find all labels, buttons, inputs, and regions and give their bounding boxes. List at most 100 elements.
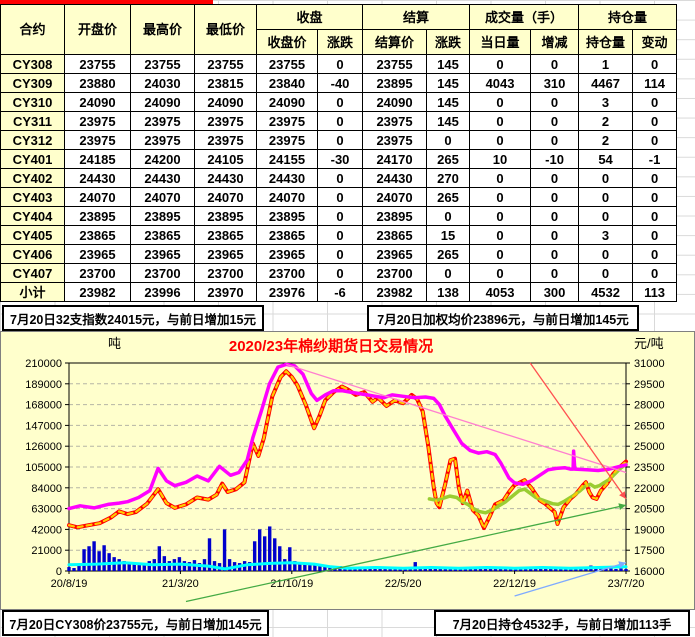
- contract-cell[interactable]: CY403: [0, 187, 65, 207]
- value-cell[interactable]: 0: [632, 168, 678, 188]
- value-cell[interactable]: 0: [426, 263, 471, 283]
- value-cell[interactable]: 23975: [256, 111, 318, 131]
- value-cell[interactable]: 0: [316, 111, 364, 131]
- value-cell[interactable]: 23840: [256, 73, 318, 93]
- contract-cell[interactable]: CY312: [0, 130, 65, 150]
- value-cell[interactable]: 0: [578, 187, 634, 207]
- value-cell[interactable]: 0: [469, 225, 532, 245]
- value-cell[interactable]: -40: [316, 73, 364, 93]
- contract-cell[interactable]: CY401: [0, 149, 65, 169]
- value-cell[interactable]: 113: [632, 282, 678, 302]
- value-cell[interactable]: 15: [426, 225, 471, 245]
- contract-cell[interactable]: CY310: [0, 92, 65, 112]
- value-cell[interactable]: 4053: [469, 282, 532, 302]
- contract-cell[interactable]: CY402: [0, 168, 65, 188]
- value-cell[interactable]: 0: [530, 92, 580, 112]
- value-cell[interactable]: 0: [530, 244, 580, 264]
- value-cell[interactable]: 24090: [64, 92, 131, 112]
- value-cell[interactable]: 23965: [194, 244, 257, 264]
- value-cell[interactable]: 0: [530, 130, 580, 150]
- value-cell[interactable]: 0: [469, 130, 532, 150]
- value-cell[interactable]: 2: [578, 130, 634, 150]
- value-cell[interactable]: 23865: [256, 225, 318, 245]
- value-cell[interactable]: 24185: [64, 149, 131, 169]
- value-cell[interactable]: 0: [316, 168, 364, 188]
- value-cell[interactable]: 23700: [64, 263, 131, 283]
- value-cell[interactable]: 0: [469, 168, 532, 188]
- value-cell[interactable]: 4532: [578, 282, 634, 302]
- value-cell[interactable]: 24430: [256, 168, 318, 188]
- value-cell[interactable]: 4467: [578, 73, 634, 93]
- value-cell[interactable]: 54: [578, 149, 634, 169]
- value-cell[interactable]: 24430: [64, 168, 131, 188]
- value-cell[interactable]: 23975: [130, 111, 195, 131]
- value-cell[interactable]: 24170: [362, 149, 428, 169]
- value-cell[interactable]: 24105: [194, 149, 257, 169]
- value-cell[interactable]: 23700: [130, 263, 195, 283]
- value-cell[interactable]: 265: [426, 244, 471, 264]
- value-cell[interactable]: 0: [578, 206, 634, 226]
- value-cell[interactable]: 23975: [362, 111, 428, 131]
- value-cell[interactable]: 23700: [256, 263, 318, 283]
- value-cell[interactable]: 23982: [64, 282, 131, 302]
- value-cell[interactable]: 0: [426, 206, 471, 226]
- cy308-price-banner[interactable]: 7月20日CY308价23755元，与前日增加145元: [2, 610, 269, 636]
- value-cell[interactable]: 145: [426, 54, 471, 74]
- value-cell[interactable]: 0: [469, 187, 532, 207]
- value-cell[interactable]: 23975: [194, 130, 257, 150]
- value-cell[interactable]: -10: [530, 149, 580, 169]
- value-cell[interactable]: 23975: [362, 130, 428, 150]
- value-cell[interactable]: 24090: [256, 92, 318, 112]
- value-cell[interactable]: 23895: [256, 206, 318, 226]
- value-cell[interactable]: 0: [632, 111, 678, 131]
- value-cell[interactable]: 23755: [64, 54, 131, 74]
- contract-cell[interactable]: CY404: [0, 206, 65, 226]
- value-cell[interactable]: 0: [316, 206, 364, 226]
- value-cell[interactable]: 0: [632, 54, 678, 74]
- value-cell[interactable]: 145: [426, 73, 471, 93]
- value-cell[interactable]: 0: [316, 130, 364, 150]
- value-cell[interactable]: 0: [632, 187, 678, 207]
- value-cell[interactable]: 0: [632, 263, 678, 283]
- value-cell[interactable]: 0: [469, 54, 532, 74]
- value-cell[interactable]: 23895: [194, 206, 257, 226]
- value-cell[interactable]: 0: [530, 187, 580, 207]
- value-cell[interactable]: 0: [316, 187, 364, 207]
- value-cell[interactable]: 1: [578, 54, 634, 74]
- value-cell[interactable]: 2: [578, 111, 634, 131]
- value-cell[interactable]: 0: [578, 263, 634, 283]
- value-cell[interactable]: 24200: [130, 149, 195, 169]
- value-cell[interactable]: 3: [578, 92, 634, 112]
- value-cell[interactable]: 23996: [130, 282, 195, 302]
- value-cell[interactable]: 23976: [256, 282, 318, 302]
- contract-cell[interactable]: 小计: [0, 282, 65, 302]
- value-cell[interactable]: 23895: [64, 206, 131, 226]
- value-cell[interactable]: 23982: [362, 282, 428, 302]
- value-cell[interactable]: 24030: [130, 73, 195, 93]
- value-cell[interactable]: 270: [426, 168, 471, 188]
- value-cell[interactable]: 23895: [130, 206, 195, 226]
- weighted-average-banner[interactable]: 7月20日加权均价23896元，与前日增加145元: [367, 305, 639, 331]
- value-cell[interactable]: 23970: [194, 282, 257, 302]
- value-cell[interactable]: 23965: [130, 244, 195, 264]
- value-cell[interactable]: 23965: [362, 244, 428, 264]
- value-cell[interactable]: 0: [469, 263, 532, 283]
- value-cell[interactable]: 138: [426, 282, 471, 302]
- value-cell[interactable]: 0: [530, 54, 580, 74]
- value-cell[interactable]: 24430: [362, 168, 428, 188]
- value-cell[interactable]: 24430: [194, 168, 257, 188]
- contract-cell[interactable]: CY406: [0, 244, 65, 264]
- value-cell[interactable]: 0: [469, 111, 532, 131]
- value-cell[interactable]: 23880: [64, 73, 131, 93]
- value-cell[interactable]: 0: [530, 263, 580, 283]
- value-cell[interactable]: -30: [316, 149, 364, 169]
- value-cell[interactable]: 23975: [256, 130, 318, 150]
- index-summary-banner[interactable]: 7月20日32支指数24015元，与前日增加15元: [2, 305, 264, 331]
- value-cell[interactable]: 24090: [130, 92, 195, 112]
- value-cell[interactable]: 0: [316, 263, 364, 283]
- value-cell[interactable]: 24430: [130, 168, 195, 188]
- value-cell[interactable]: 23700: [362, 263, 428, 283]
- contract-cell[interactable]: CY405: [0, 225, 65, 245]
- value-cell[interactable]: 23965: [256, 244, 318, 264]
- value-cell[interactable]: 23755: [362, 54, 428, 74]
